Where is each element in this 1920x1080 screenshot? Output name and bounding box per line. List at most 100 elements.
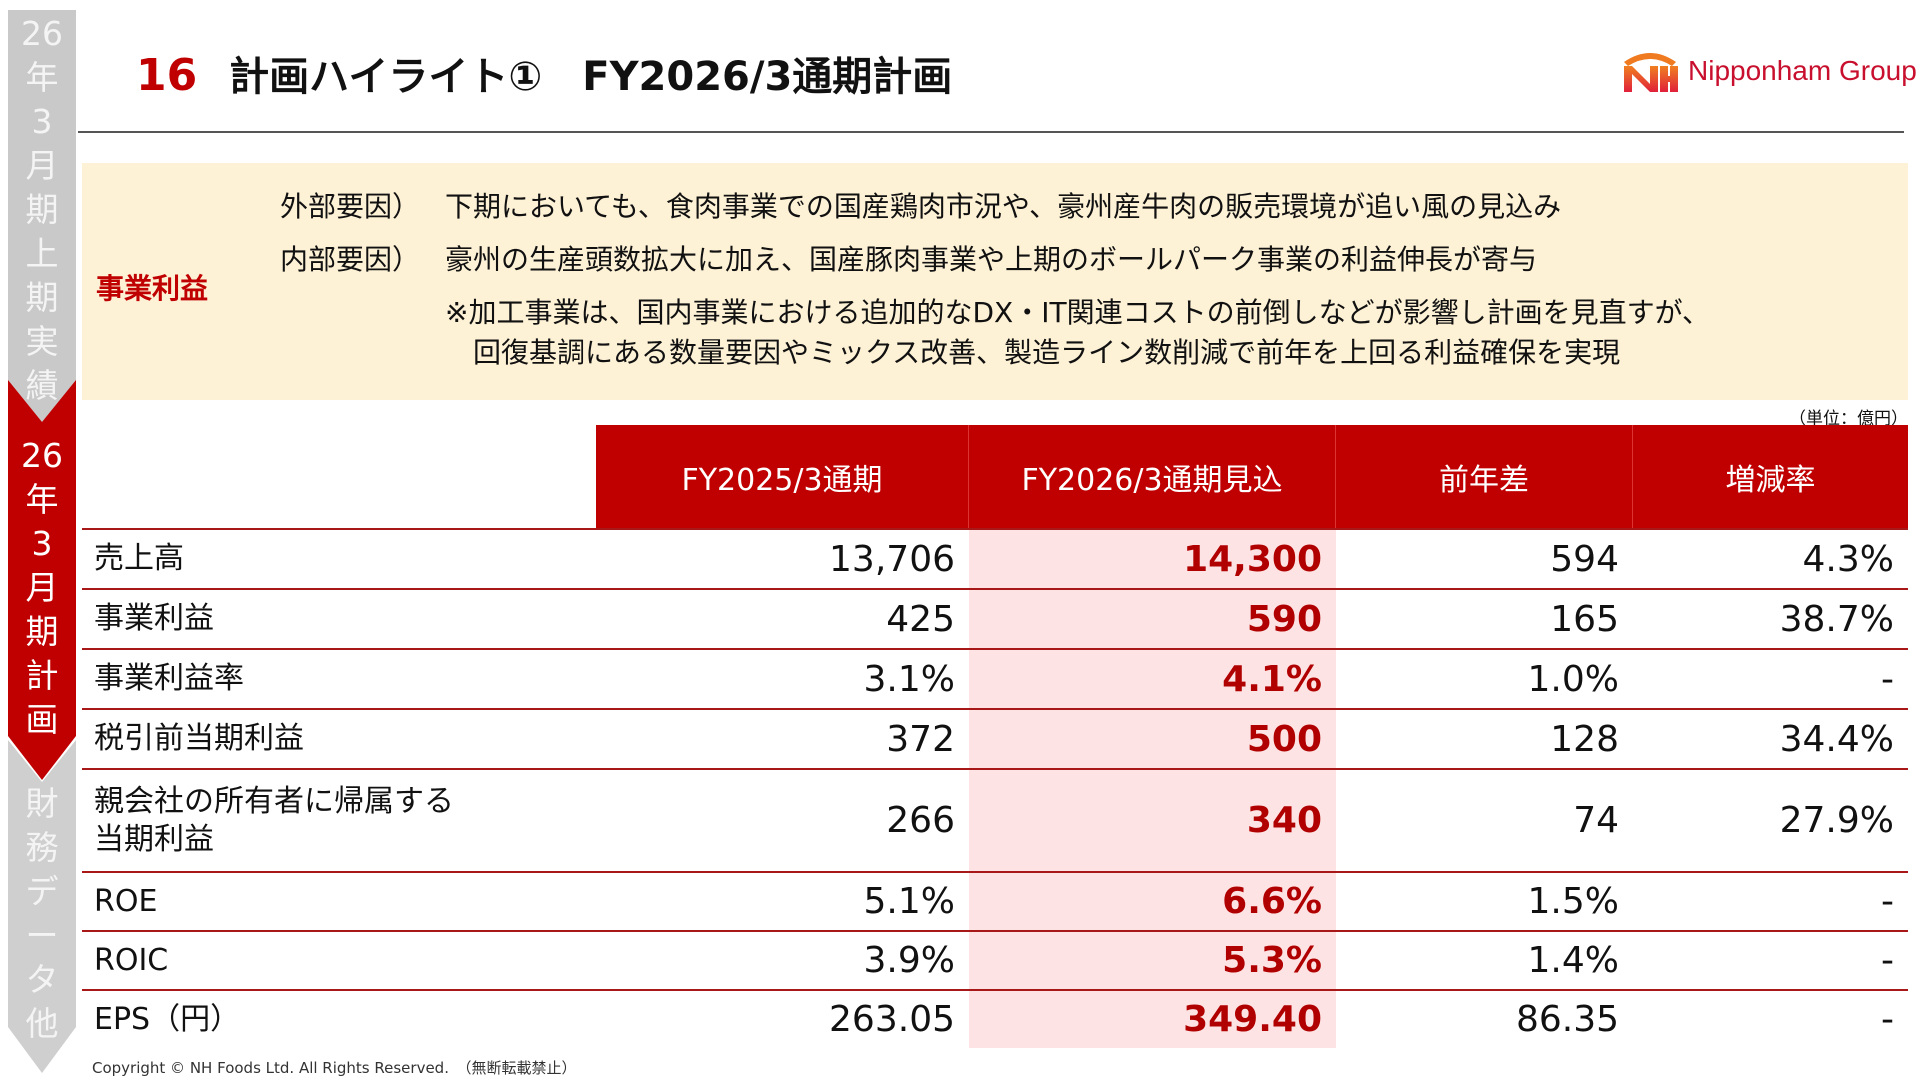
cell-rate: 4.3% xyxy=(1802,538,1894,580)
row-label: ROE xyxy=(94,883,158,919)
sidebar-label-char: 画 xyxy=(25,700,59,739)
nh-logo-mark-icon xyxy=(1620,48,1680,94)
sidebar-label-char: ー xyxy=(25,916,59,955)
logo-text: Nipponham Group xyxy=(1688,55,1917,86)
cell-diff: 86.35 xyxy=(1515,999,1619,1040)
row-label: 売上高 xyxy=(94,541,184,576)
sidebar-label-char: 上 xyxy=(25,234,59,273)
cell-diff: 165 xyxy=(1550,598,1619,640)
table-row: ROIC 3.9% 5.3% 1.4% - xyxy=(82,930,1908,989)
sidebar-label-char: 計 xyxy=(25,656,59,695)
sidebar-label-char: 3 xyxy=(31,524,53,563)
banner-line-external: 外部要因） 下期においても、食肉事業での国産鶏肉市況や、豪州産牛肉の販売環境が追い… xyxy=(280,185,1561,225)
cell-fy2026: 590 xyxy=(1246,598,1322,640)
header-divider xyxy=(78,131,1904,133)
column-header-change-rate: 増減率 xyxy=(1725,462,1816,498)
table-row: 税引前当期利益 372 500 128 34.4% xyxy=(82,708,1908,768)
cell-fy2025: 3.9% xyxy=(863,940,955,981)
cell-diff: 1.0% xyxy=(1527,658,1619,700)
banner-line-internal: 内部要因） 豪州の生産頭数拡大に加え、国産豚肉事業や上期のボールパーク事業の利益伸… xyxy=(280,238,1537,278)
page-title: 16 計画ハイライト① FY2026/3通期計画 xyxy=(136,44,952,102)
cell-fy2025: 3.1% xyxy=(863,658,955,700)
unit-label: （単位：億円） xyxy=(1789,409,1908,429)
row-label: EPS（円） xyxy=(94,1001,241,1037)
cell-fy2026: 340 xyxy=(1246,800,1322,841)
cell-fy2026: 500 xyxy=(1246,718,1322,760)
table-row: 売上高 13,706 14,300 594 4.3% xyxy=(82,528,1908,588)
sidebar-label-char: 月 xyxy=(25,568,59,607)
cell-diff: 594 xyxy=(1550,538,1619,580)
cell-fy2025: 266 xyxy=(886,800,955,841)
cell-diff: 74 xyxy=(1573,800,1619,841)
cell-fy2026: 349.40 xyxy=(1183,999,1322,1040)
sidebar-label-char: 3 xyxy=(31,102,53,141)
sidebar-label-char: 26 xyxy=(21,436,63,475)
row-label: 税引前当期利益 xyxy=(94,721,304,756)
sidebar-label-char: 績 xyxy=(25,366,59,405)
cell-rate: - xyxy=(1881,881,1894,922)
sidebar-label-char: デ xyxy=(25,872,59,911)
cell-rate: 27.9% xyxy=(1779,800,1894,841)
sidebar-section-plan-active[interactable]: 26 年 3 月 期 計 画 xyxy=(8,380,76,780)
row-label: 親会社の所有者に帰属する 当期利益 xyxy=(82,783,596,859)
column-header-yoy-diff: 前年差 xyxy=(1336,425,1633,528)
cell-rate: - xyxy=(1881,999,1894,1040)
row-label: ROIC xyxy=(94,942,169,978)
table-row: ROE 5.1% 6.6% 1.5% - xyxy=(82,871,1908,930)
page-title-text: 計画ハイライト① FY2026/3通期計画 xyxy=(229,54,953,100)
cell-rate: - xyxy=(1881,658,1894,700)
copyright-footer: Copyright © NH Foods Ltd. All Rights Res… xyxy=(92,1059,577,1077)
banner-line-key: 外部要因） xyxy=(280,190,421,223)
sidebar-label-char: 他 xyxy=(25,1004,59,1043)
table-row: 事業利益率 3.1% 4.1% 1.0% - xyxy=(82,648,1908,708)
cell-fy2026: 6.6% xyxy=(1222,881,1322,922)
sidebar-label-char: 務 xyxy=(25,828,59,867)
sidebar-label-char: 期 xyxy=(25,278,59,317)
table-row: EPS（円） 263.05 349.40 86.35 - xyxy=(82,989,1908,1048)
cell-fy2025: 13,706 xyxy=(829,538,955,580)
row-label: 事業利益率 xyxy=(94,661,244,696)
highlight-column-bg xyxy=(969,528,1336,1048)
banner-line-text: 豪州の生産頭数拡大に加え、国産豚肉事業や上期のボールパーク事業の利益伸長が寄与 xyxy=(445,243,1538,276)
row-label-line: 当期利益 xyxy=(94,821,214,857)
sidebar-label-char: タ xyxy=(25,960,59,999)
table-header: FY2025/3通期 FY2026/3通期見込 前年差 増減率 xyxy=(596,425,1908,528)
sidebar-label-char: 月 xyxy=(25,146,59,185)
table-row: 事業利益 425 590 165 38.7% xyxy=(82,588,1908,648)
page-number: 16 xyxy=(136,50,198,101)
sidebar-label-char: 年 xyxy=(25,58,59,97)
sidebar-section-financial-data[interactable]: 財 務 デ ー タ 他 xyxy=(8,740,76,1073)
cell-diff: 1.4% xyxy=(1527,940,1619,981)
row-label: 事業利益 xyxy=(94,601,214,636)
column-header-fy2025: FY2025/3通期 xyxy=(596,425,969,528)
table-row: 親会社の所有者に帰属する 当期利益 266 340 74 27.9% xyxy=(82,768,1908,871)
sidebar-label-char: 実 xyxy=(25,322,59,361)
cell-rate: - xyxy=(1881,940,1894,981)
banner-line-text: 下期においても、食肉事業での国産鶏肉市況や、豪州産牛肉の販売環境が追い風の見込み xyxy=(445,190,1562,223)
cell-fy2026: 4.1% xyxy=(1222,658,1322,700)
banner-label: 事業利益 xyxy=(96,272,209,305)
company-logo: Nipponham Group xyxy=(1620,48,1917,94)
column-header-fy2026-forecast: FY2026/3通期見込 xyxy=(969,425,1336,528)
cell-fy2025: 425 xyxy=(886,598,955,640)
cell-rate: 38.7% xyxy=(1779,598,1894,640)
banner-line-key: 内部要因） xyxy=(280,243,421,276)
cell-diff: 128 xyxy=(1550,718,1619,760)
sidebar-label-char: 26 xyxy=(21,14,63,53)
cell-fy2026: 5.3% xyxy=(1222,940,1322,981)
cell-rate: 34.4% xyxy=(1779,718,1894,760)
banner-note-line-2: 回復基調にある数量要因やミックス改善、製造ライン数削減で前年を上回る利益確保を実… xyxy=(445,336,1621,369)
cell-fy2026: 14,300 xyxy=(1183,538,1322,580)
banner-note-line-1: ※加工事業は、国内事業における追加的なDX・IT関連コストの前倒しなどが影響し計… xyxy=(445,296,1711,329)
cell-diff: 1.5% xyxy=(1527,881,1619,922)
sidebar-label-char: 財 xyxy=(25,784,59,823)
sidebar-label-char: 期 xyxy=(25,612,59,651)
sidebar-label-char: 期 xyxy=(25,190,59,229)
commentary-banner: 事業利益 外部要因） 下期においても、食肉事業での国産鶏肉市況や、豪州産牛肉の販売… xyxy=(82,163,1908,400)
cell-fy2025: 263.05 xyxy=(829,999,955,1040)
row-label-line: 親会社の所有者に帰属する xyxy=(94,783,454,819)
sidebar-label-char: 年 xyxy=(25,480,59,519)
cell-fy2025: 372 xyxy=(886,718,955,760)
sidebar-section-h1-results[interactable]: 26 年 3 月 期 上 期 実 績 xyxy=(8,10,76,425)
cell-fy2025: 5.1% xyxy=(863,881,955,922)
